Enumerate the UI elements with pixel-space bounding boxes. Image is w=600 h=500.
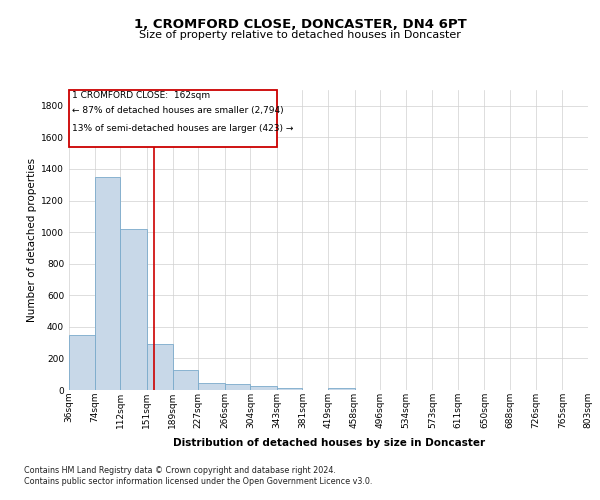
Text: 1, CROMFORD CLOSE, DONCASTER, DN4 6PT: 1, CROMFORD CLOSE, DONCASTER, DN4 6PT — [134, 18, 466, 30]
Bar — [198, 384, 224, 390]
Text: 13% of semi-detached houses are larger (423) →: 13% of semi-detached houses are larger (… — [72, 124, 293, 132]
Text: Distribution of detached houses by size in Doncaster: Distribution of detached houses by size … — [173, 438, 485, 448]
Text: Size of property relative to detached houses in Doncaster: Size of property relative to detached ho… — [139, 30, 461, 40]
Bar — [69, 334, 95, 390]
Bar — [147, 344, 173, 390]
Bar — [69, 90, 277, 147]
Y-axis label: Number of detached properties: Number of detached properties — [27, 158, 37, 322]
Bar — [277, 388, 302, 390]
Bar — [173, 370, 198, 390]
Bar — [121, 229, 147, 390]
Bar — [95, 177, 121, 390]
Text: 1 CROMFORD CLOSE:  162sqm: 1 CROMFORD CLOSE: 162sqm — [72, 91, 210, 100]
Bar — [328, 388, 355, 390]
Bar — [224, 384, 250, 390]
Text: Contains public sector information licensed under the Open Government Licence v3: Contains public sector information licen… — [24, 478, 373, 486]
Text: ← 87% of detached houses are smaller (2,794): ← 87% of detached houses are smaller (2,… — [72, 106, 283, 116]
Bar — [250, 386, 277, 390]
Text: Contains HM Land Registry data © Crown copyright and database right 2024.: Contains HM Land Registry data © Crown c… — [24, 466, 336, 475]
